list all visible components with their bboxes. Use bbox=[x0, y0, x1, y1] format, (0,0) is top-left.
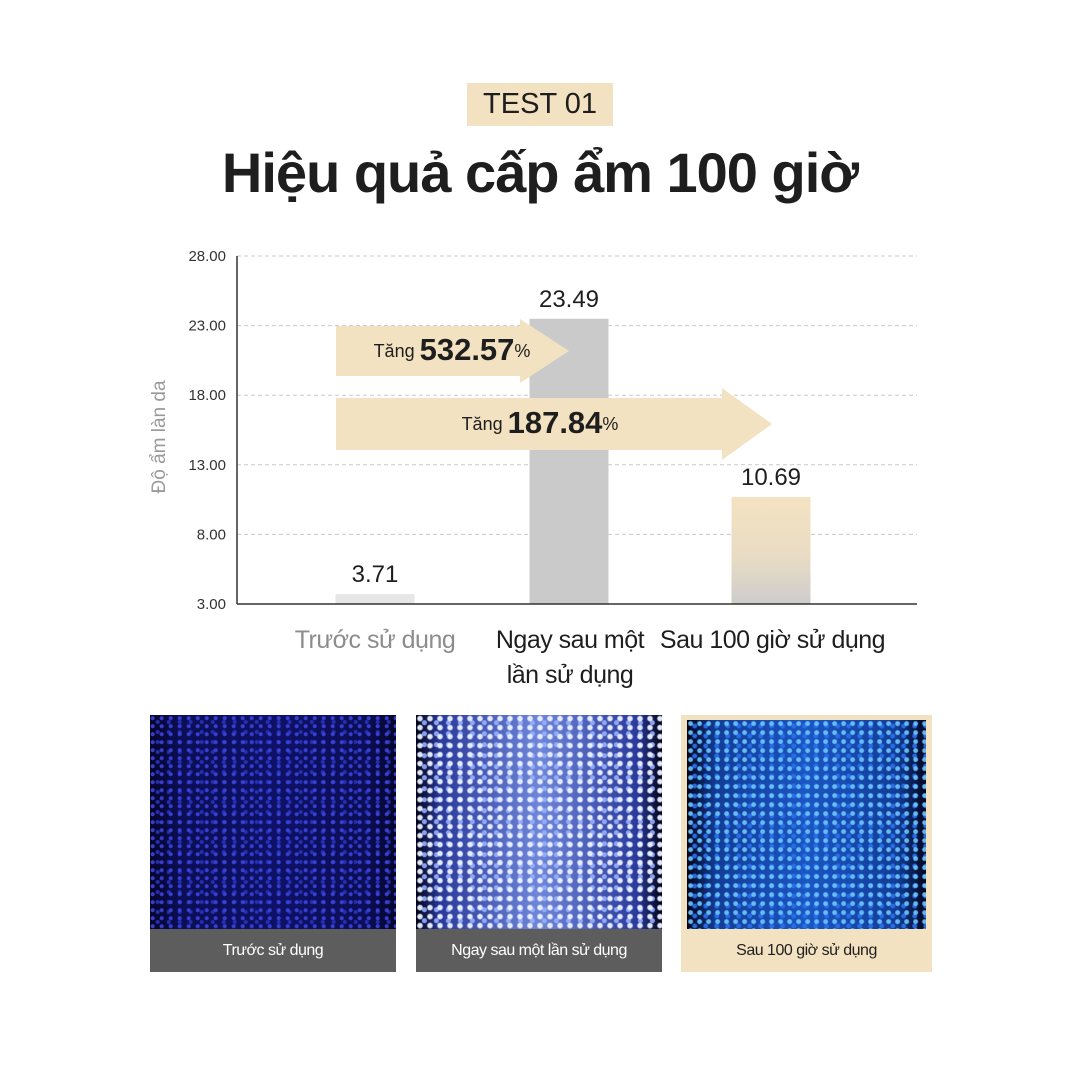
increase-annotation: Tăng 187.84% bbox=[462, 405, 619, 440]
y-tick-label: 8.00 bbox=[197, 526, 226, 543]
category-label-line: Ngay sau một bbox=[495, 626, 645, 654]
increase-value: 187.84 bbox=[508, 405, 604, 440]
category-label-line: Trước sử dụng bbox=[294, 626, 456, 654]
y-tick-label: 23.00 bbox=[188, 318, 226, 335]
category-label-line: lần sử dụng bbox=[506, 661, 634, 689]
bar-value-label: 10.69 bbox=[741, 464, 801, 491]
bar bbox=[335, 594, 415, 604]
photo-caption: Ngay sau một lần sử dụng bbox=[416, 929, 662, 972]
increase-prefix: Tăng bbox=[462, 414, 508, 434]
photo-caption: Trước sử dụng bbox=[150, 929, 396, 972]
bar bbox=[731, 496, 811, 604]
test-badge: TEST 01 bbox=[467, 83, 613, 126]
photo-after-100h: Sau 100 giờ sử dụng bbox=[681, 715, 932, 972]
y-tick-label: 28.00 bbox=[188, 248, 226, 265]
skin-scan-image bbox=[416, 715, 662, 929]
increase-suffix: % bbox=[514, 341, 530, 361]
photo-before: Trước sử dụng bbox=[150, 715, 396, 972]
y-axis-title: Độ ẩm làn da bbox=[149, 380, 170, 493]
page-title: Hiệu quả cấp ẩm 100 giờ bbox=[221, 141, 859, 204]
skin-scan-image bbox=[687, 720, 926, 929]
increase-value: 532.57 bbox=[420, 332, 515, 367]
photo-after-one-use: Ngay sau một lần sử dụng bbox=[416, 715, 662, 972]
category-label-before: Trước sử dụng bbox=[270, 623, 480, 658]
photo-caption: Sau 100 giờ sử dụng bbox=[736, 941, 877, 959]
y-tick-label: 18.00 bbox=[188, 387, 226, 404]
increase-arrow bbox=[336, 388, 772, 460]
bar-value-label: 3.71 bbox=[352, 561, 399, 588]
bar-value-label: 23.49 bbox=[539, 286, 599, 313]
y-tick-label: 13.00 bbox=[188, 457, 226, 474]
category-label-after-100h: Sau 100 giờ sử dụng bbox=[650, 623, 895, 658]
category-label-after-one-use: Ngay sau một lần sử dụng bbox=[470, 623, 670, 693]
y-tick-label: 3.00 bbox=[197, 596, 226, 613]
increase-suffix: % bbox=[602, 414, 618, 434]
category-label-line: Sau 100 giờ sử dụng bbox=[659, 626, 886, 654]
increase-arrow bbox=[336, 319, 569, 383]
skin-scan-image bbox=[150, 715, 396, 929]
increase-prefix: Tăng bbox=[374, 341, 420, 361]
increase-annotation: Tăng 532.57% bbox=[374, 332, 531, 367]
